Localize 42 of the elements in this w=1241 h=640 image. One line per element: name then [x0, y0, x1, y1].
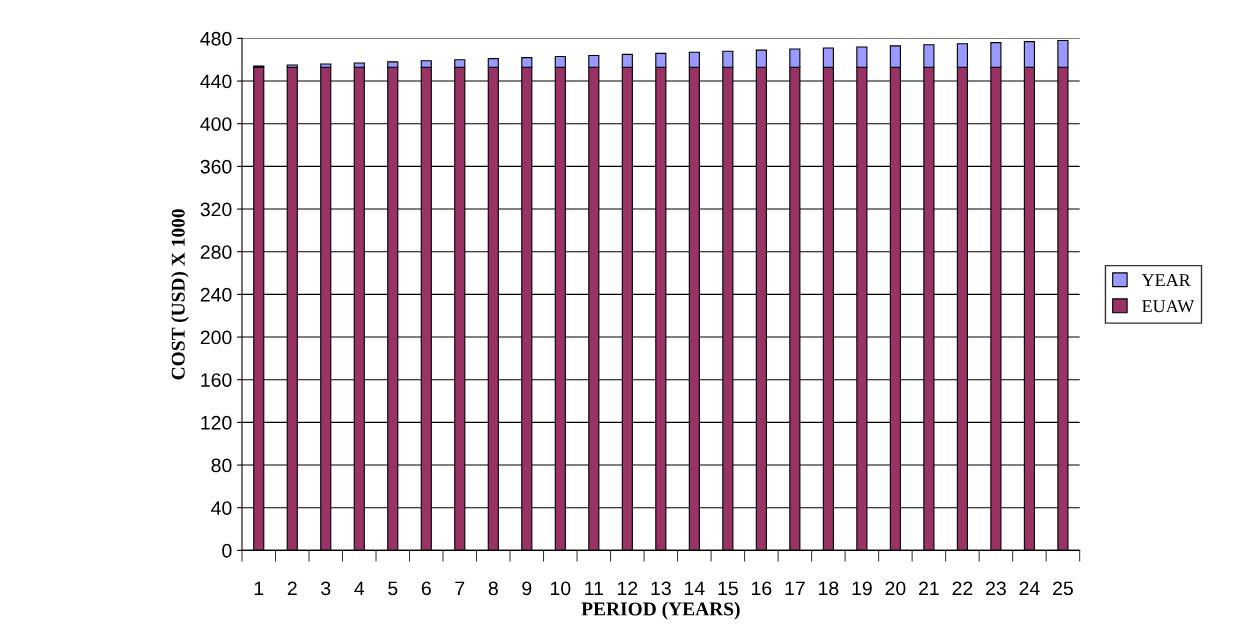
x-tick-label: 8 [488, 581, 498, 596]
y-tick-label: 80 [211, 458, 232, 473]
y-tick-label: 0 [222, 543, 232, 558]
x-tick-label: 5 [388, 581, 398, 596]
x-tick-label: 9 [522, 581, 532, 596]
x-tick-label: 10 [550, 581, 571, 596]
y-tick-label: 280 [200, 245, 232, 259]
x-tick-label: 12 [618, 581, 638, 596]
y-tick-label: 120 [201, 415, 232, 430]
x-tick-label: 4 [354, 581, 365, 596]
x-tick-label: 18 [819, 581, 839, 596]
x-tick-label: 23 [986, 581, 1006, 596]
y-tick-label: 480 [200, 31, 232, 46]
y-tick-label: 400 [200, 117, 232, 131]
x-tick-label: 7 [455, 581, 465, 596]
x-tick-label: 19 [852, 581, 872, 596]
x-tick-label: 24 [1019, 581, 1040, 596]
x-tick-label: 16 [752, 581, 772, 596]
x-tick-label: 20 [885, 581, 906, 596]
x-axis-title: PERIOD (YEARS) [581, 601, 740, 620]
legend-label: YEAR [1141, 274, 1191, 287]
x-tick-label: 25 [1053, 581, 1073, 596]
x-tick-label: 21 [919, 581, 939, 596]
x-tick-label: 17 [785, 581, 805, 596]
y-tick-label: 320 [200, 202, 232, 217]
y-axis-title: COST (USD) X 1000 [171, 209, 189, 380]
legend-label: EUAW [1142, 300, 1195, 313]
y-tick-label: 160 [201, 373, 232, 387]
x-tick-label: 1 [254, 581, 264, 596]
x-tick-label: 2 [287, 581, 297, 596]
x-tick-label: 22 [952, 581, 973, 596]
y-tick-label: 200 [200, 330, 232, 345]
y-tick-label: 360 [200, 159, 232, 174]
x-tick-label: 13 [651, 581, 671, 596]
y-tick-label: 40 [211, 501, 232, 515]
x-tick-label: 3 [321, 581, 331, 596]
x-tick-label: 15 [718, 581, 738, 596]
x-tick-label: 11 [585, 581, 603, 596]
x-tick-label: 6 [421, 581, 431, 596]
x-tick-label: 14 [685, 581, 705, 596]
y-tick-label: 240 [200, 287, 232, 302]
y-tick-label: 440 [200, 74, 232, 89]
